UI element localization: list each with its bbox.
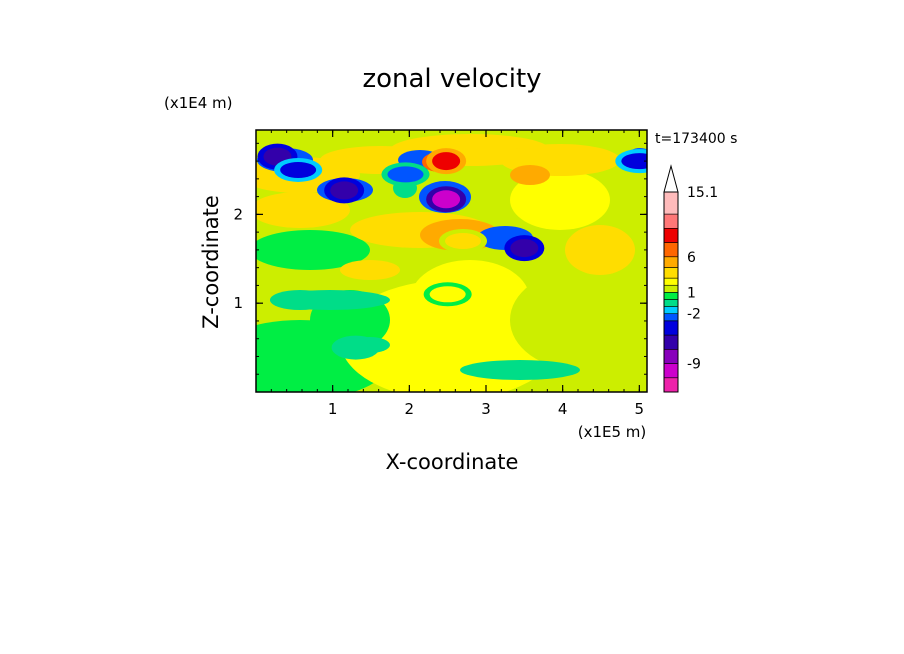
colorbar-segment [663,313,679,322]
colorbar-segment [663,348,679,364]
y-axis: 12 [233,142,647,375]
colorbar-extend-arrow [663,164,679,193]
colorbar-segment [663,242,679,258]
colorbar-segment [663,227,679,243]
colorbar-segment [663,277,679,286]
colorbar-segment [663,256,679,268]
y-axis-label: Z-coordinate [199,195,223,329]
colorbar-segment [663,284,679,293]
plot-frame [255,129,648,393]
x-tick-label: 4 [558,400,568,418]
colorbar-label: -9 [687,357,701,373]
x-tick-label: 5 [635,400,645,418]
velocity-feature-core [432,190,461,209]
colorbar: 15.1 6 1 -2 -9 [663,164,718,393]
colorbar-segment [663,306,679,315]
contour-field [256,130,647,392]
colorbar-segment [663,191,679,215]
velocity-feature-core [330,181,359,200]
colorbar-segment [663,363,679,379]
x-axis-unit: (x1E5 m) [578,423,647,441]
y-tick-label: 1 [233,294,243,312]
velocity-feature-core [432,152,461,171]
x-tick-label: 3 [481,400,491,418]
colorbar-label: 15.1 [687,185,718,201]
y-axis-unit: (x1E4 m) [164,94,233,112]
y-tick-label: 2 [233,205,243,223]
colorbar-segment [663,320,679,336]
field-patch [270,290,330,310]
velocity-feature-core [429,286,466,303]
velocity-feature-core [337,339,374,356]
x-tick-label: 1 [328,400,338,418]
chart-title: zonal velocity [362,64,541,94]
field-patch [565,225,635,275]
field-patch [510,270,647,370]
x-axis-label: X-coordinate [386,450,519,474]
field-patch [510,165,550,185]
velocity-feature-core [510,239,539,258]
colorbar-segment [663,213,679,229]
colorbar-segment [663,334,679,350]
field-patch [460,360,580,380]
colorbar-frame [663,191,679,393]
colorbar-label: 6 [687,250,696,266]
velocity-feature-core [387,166,424,183]
field-patch [510,170,610,230]
colorbar-segment [663,377,679,393]
velocity-feature-core [445,233,481,250]
field-patch [256,230,370,270]
colorbar-segment [663,299,679,307]
velocity-feature-core [280,161,317,178]
velocity-feature-core [621,153,647,170]
colorbar-label: -2 [687,307,701,323]
time-label: t=173400 s [655,131,737,147]
x-tick-label: 2 [405,400,415,418]
colorbar-segment [663,292,679,300]
colorbar-label: 1 [687,285,696,301]
field-patch [256,192,350,228]
field-patch [340,260,400,280]
colorbar-segment [663,267,679,279]
x-axis: 1 2 3 4 5 [270,130,645,418]
field-patch [410,260,530,340]
